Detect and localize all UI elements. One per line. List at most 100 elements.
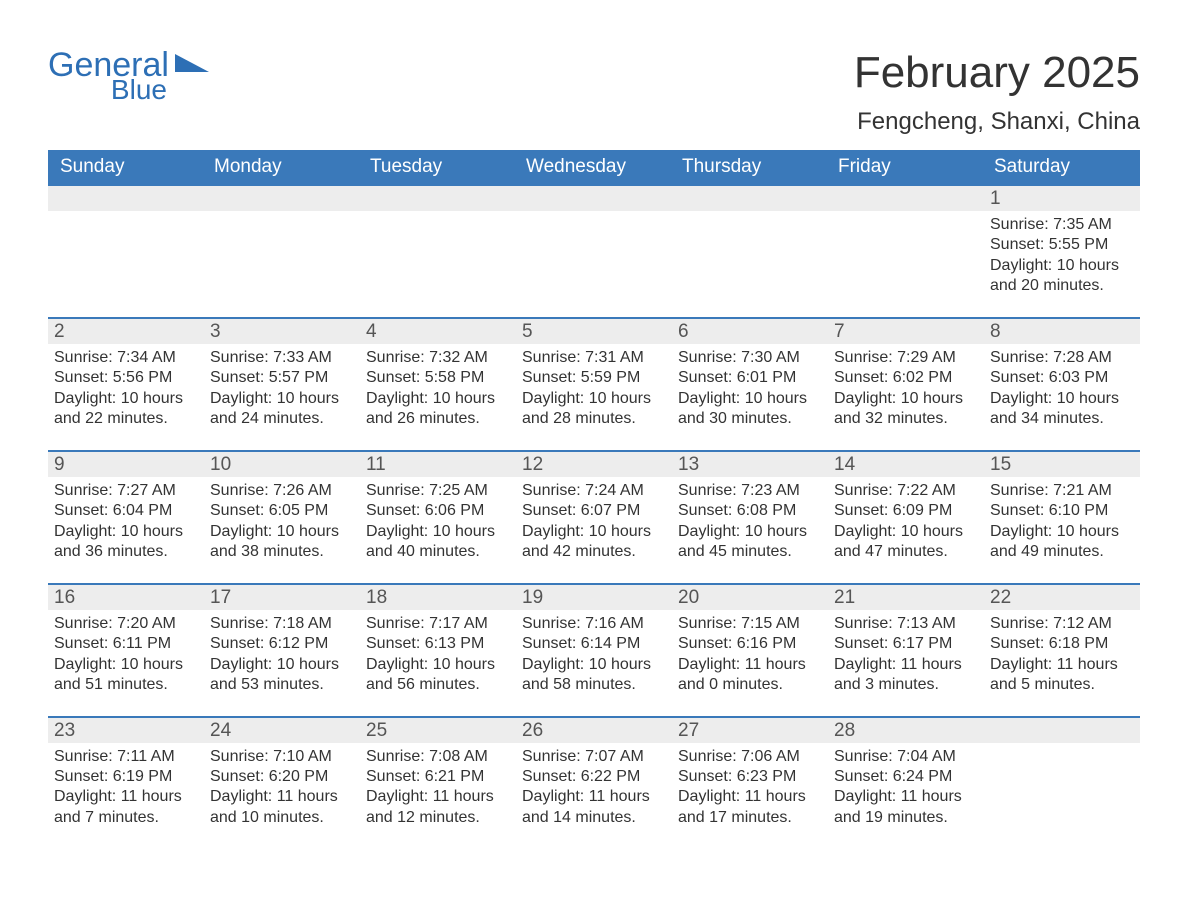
daylight-text-2: and 49 minutes. [990,542,1140,562]
daylight-text-2: and 24 minutes. [210,409,360,429]
day-number: 21 [828,585,984,610]
day-number [984,718,1140,743]
brand-text: General Blue [48,48,169,104]
sunset-text: Sunset: 6:09 PM [834,501,984,521]
day-number: 20 [672,585,828,610]
daylight-text-1: Daylight: 10 hours [210,389,360,409]
sunrise-text: Sunrise: 7:08 AM [366,747,516,767]
sunrise-text: Sunrise: 7:20 AM [54,614,204,634]
sunset-text: Sunset: 5:57 PM [210,368,360,388]
daylight-text-2: and 14 minutes. [522,808,672,828]
sunrise-text: Sunrise: 7:11 AM [54,747,204,767]
day-number [672,186,828,211]
daylight-text-2: and 47 minutes. [834,542,984,562]
daylight-text-2: and 3 minutes. [834,675,984,695]
sunset-text: Sunset: 6:11 PM [54,634,204,654]
sunrise-text: Sunrise: 7:15 AM [678,614,828,634]
sunrise-text: Sunrise: 7:23 AM [678,481,828,501]
day-number: 12 [516,452,672,477]
daylight-text-1: Daylight: 11 hours [990,655,1140,675]
daylight-text-2: and 51 minutes. [54,675,204,695]
daylight-text-1: Daylight: 11 hours [678,787,828,807]
sunset-text: Sunset: 6:21 PM [366,767,516,787]
day-cell [204,211,360,317]
day-cell: Sunrise: 7:24 AMSunset: 6:07 PMDaylight:… [516,477,672,583]
daylight-text-1: Daylight: 11 hours [210,787,360,807]
day-cell [984,743,1140,849]
sunset-text: Sunset: 6:22 PM [522,767,672,787]
day-number: 8 [984,319,1140,344]
sunset-text: Sunset: 6:01 PM [678,368,828,388]
day-cell: Sunrise: 7:08 AMSunset: 6:21 PMDaylight:… [360,743,516,849]
sunrise-text: Sunrise: 7:04 AM [834,747,984,767]
daylight-text-1: Daylight: 10 hours [366,522,516,542]
day-number: 15 [984,452,1140,477]
day-number: 13 [672,452,828,477]
day-cell: Sunrise: 7:35 AMSunset: 5:55 PMDaylight:… [984,211,1140,317]
daylight-text-1: Daylight: 10 hours [54,389,204,409]
sunset-text: Sunset: 6:13 PM [366,634,516,654]
day-number: 26 [516,718,672,743]
sunset-text: Sunset: 6:24 PM [834,767,984,787]
day-cell: Sunrise: 7:26 AMSunset: 6:05 PMDaylight:… [204,477,360,583]
day-cell [48,211,204,317]
daylight-text-1: Daylight: 10 hours [210,655,360,675]
day-cell [360,211,516,317]
daylight-text-1: Daylight: 10 hours [678,522,828,542]
sunrise-text: Sunrise: 7:25 AM [366,481,516,501]
week-row: 9101112131415Sunrise: 7:27 AMSunset: 6:0… [48,450,1140,583]
daylight-text-1: Daylight: 10 hours [366,389,516,409]
day-cell [672,211,828,317]
sunrise-text: Sunrise: 7:29 AM [834,348,984,368]
sunrise-text: Sunrise: 7:27 AM [54,481,204,501]
weekday-friday: Friday [828,150,984,184]
weekday-sunday: Sunday [48,150,204,184]
daylight-text-2: and 53 minutes. [210,675,360,695]
daylight-text-2: and 28 minutes. [522,409,672,429]
day-cell: Sunrise: 7:23 AMSunset: 6:08 PMDaylight:… [672,477,828,583]
daylight-text-1: Daylight: 10 hours [990,389,1140,409]
daynum-row: 16171819202122 [48,585,1140,610]
day-number: 4 [360,319,516,344]
daylight-text-2: and 32 minutes. [834,409,984,429]
month-title: February 2025 [854,48,1140,98]
day-cell: Sunrise: 7:34 AMSunset: 5:56 PMDaylight:… [48,344,204,450]
day-cell: Sunrise: 7:10 AMSunset: 6:20 PMDaylight:… [204,743,360,849]
day-number: 25 [360,718,516,743]
week-row: 16171819202122Sunrise: 7:20 AMSunset: 6:… [48,583,1140,716]
day-cell: Sunrise: 7:29 AMSunset: 6:02 PMDaylight:… [828,344,984,450]
sunset-text: Sunset: 6:17 PM [834,634,984,654]
daynum-row: 2345678 [48,319,1140,344]
title-block: February 2025 Fengcheng, Shanxi, China [854,48,1140,146]
sunset-text: Sunset: 5:59 PM [522,368,672,388]
day-number: 7 [828,319,984,344]
weekday-wednesday: Wednesday [516,150,672,184]
sunset-text: Sunset: 6:10 PM [990,501,1140,521]
day-number [360,186,516,211]
daylight-text-1: Daylight: 10 hours [522,389,672,409]
daylight-text-1: Daylight: 11 hours [834,655,984,675]
sunrise-text: Sunrise: 7:28 AM [990,348,1140,368]
daylight-text-2: and 30 minutes. [678,409,828,429]
day-cell [516,211,672,317]
daylight-text-2: and 58 minutes. [522,675,672,695]
sunrise-text: Sunrise: 7:35 AM [990,215,1140,235]
sunrise-text: Sunrise: 7:18 AM [210,614,360,634]
day-cell: Sunrise: 7:07 AMSunset: 6:22 PMDaylight:… [516,743,672,849]
day-number: 23 [48,718,204,743]
week-row: 232425262728Sunrise: 7:11 AMSunset: 6:19… [48,716,1140,849]
day-cell: Sunrise: 7:16 AMSunset: 6:14 PMDaylight:… [516,610,672,716]
sunset-text: Sunset: 6:06 PM [366,501,516,521]
brand-logo: General Blue [48,48,209,104]
sunset-text: Sunset: 6:08 PM [678,501,828,521]
day-cell: Sunrise: 7:20 AMSunset: 6:11 PMDaylight:… [48,610,204,716]
day-cell: Sunrise: 7:33 AMSunset: 5:57 PMDaylight:… [204,344,360,450]
daylight-text-2: and 42 minutes. [522,542,672,562]
day-cell: Sunrise: 7:32 AMSunset: 5:58 PMDaylight:… [360,344,516,450]
sunset-text: Sunset: 6:20 PM [210,767,360,787]
day-cell: Sunrise: 7:21 AMSunset: 6:10 PMDaylight:… [984,477,1140,583]
day-number: 9 [48,452,204,477]
sunset-text: Sunset: 6:16 PM [678,634,828,654]
daylight-text-2: and 7 minutes. [54,808,204,828]
daylight-text-2: and 36 minutes. [54,542,204,562]
